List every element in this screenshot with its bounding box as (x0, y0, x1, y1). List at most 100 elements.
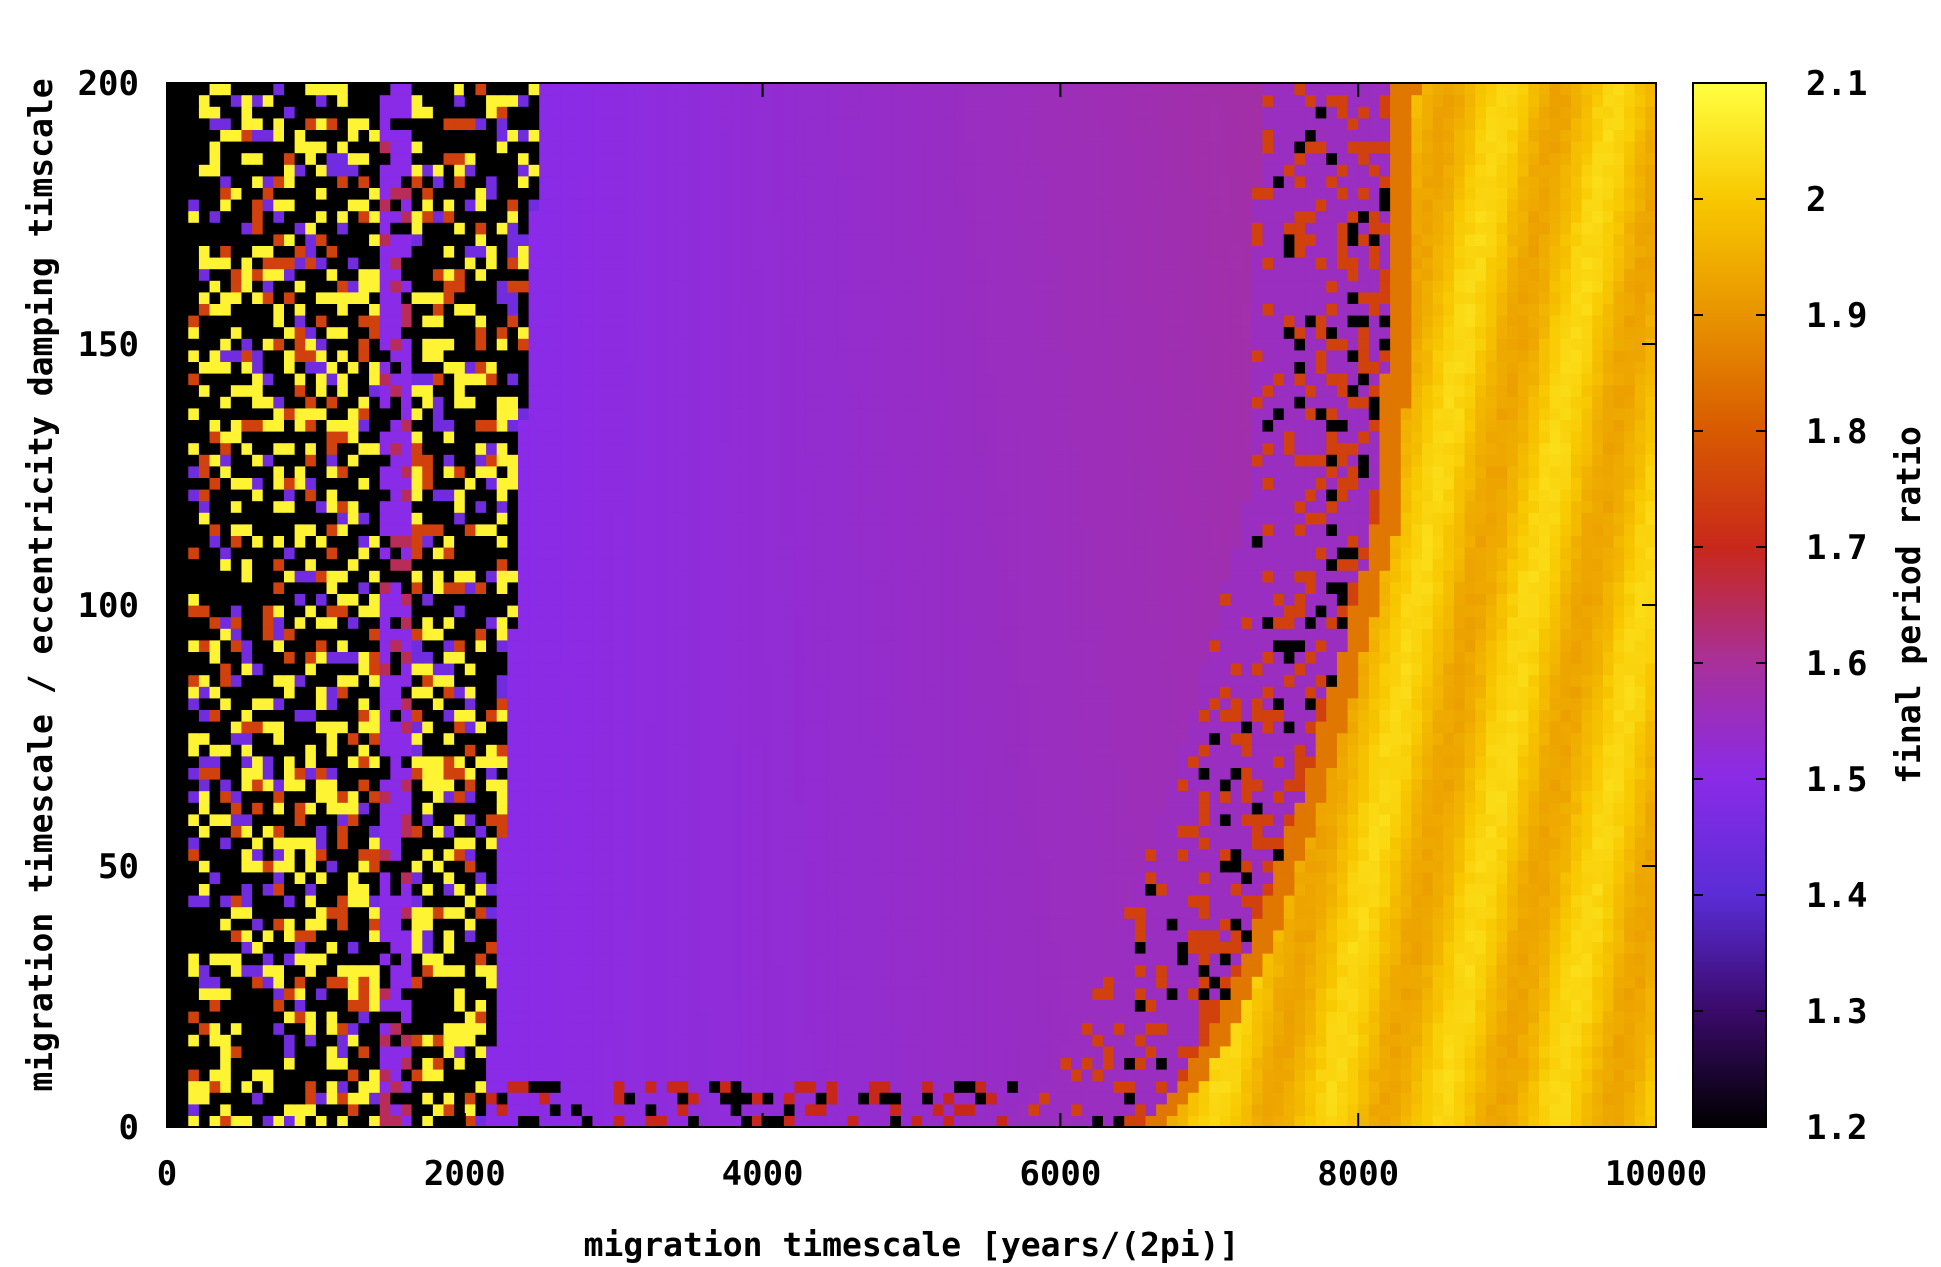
heatmap-cell (1241, 779, 1253, 792)
heatmap-cell (1347, 929, 1359, 942)
heatmap-cell (358, 953, 370, 966)
heatmap-cell (528, 1022, 540, 1035)
heatmap-cell (985, 964, 998, 977)
heatmap-cell (996, 1080, 1008, 1093)
heatmap-cell (1177, 1022, 1189, 1035)
heatmap-cell (1475, 976, 1487, 989)
heatmap-cell (826, 721, 838, 734)
heatmap-cell (794, 999, 806, 1012)
heatmap-cell (1102, 1045, 1115, 1058)
heatmap-cell (1315, 999, 1327, 1012)
heatmap-cell (1071, 1011, 1083, 1024)
heatmap-cell (932, 709, 945, 722)
heatmap-cell (900, 1103, 913, 1116)
heatmap-cell (486, 825, 498, 838)
heatmap-cell (1528, 825, 1540, 838)
heatmap-cell (954, 895, 966, 908)
heatmap-cell (1496, 871, 1508, 884)
heatmap-cell (1624, 813, 1636, 826)
heatmap-cell (975, 895, 987, 908)
heatmap-cell (1283, 732, 1295, 745)
heatmap-cell (932, 895, 945, 908)
heatmap-cell (326, 871, 338, 884)
heatmap-cell (1517, 837, 1529, 850)
heatmap-cell (496, 895, 508, 908)
heatmap-cell (1507, 918, 1519, 931)
heatmap-cell (1443, 779, 1455, 792)
heatmap-cell (581, 1045, 594, 1058)
heatmap-cell (1113, 964, 1125, 977)
heatmap-cell (1507, 755, 1519, 768)
heatmap-cell (677, 976, 689, 989)
heatmap-cell (1390, 744, 1402, 757)
heatmap-cell (1145, 860, 1157, 873)
heatmap-cell (581, 732, 594, 745)
heatmap-cell (443, 744, 455, 757)
heatmap-cell (858, 755, 870, 768)
heatmap-cell (1124, 895, 1136, 908)
heatmap-cell (592, 871, 604, 884)
heatmap-cell (890, 779, 902, 792)
heatmap-cell (837, 755, 849, 768)
heatmap-cell (1379, 929, 1391, 942)
heatmap-cell (1539, 1057, 1551, 1070)
heatmap-cell (890, 860, 902, 873)
heatmap-cell (954, 779, 966, 792)
heatmap-cell (188, 813, 200, 826)
heatmap-cell (890, 744, 902, 757)
heatmap-cell (1336, 1103, 1349, 1116)
heatmap-cell (369, 918, 381, 931)
heatmap-cell (592, 895, 604, 908)
heatmap-cell (1496, 732, 1508, 745)
heatmap-cell (1368, 883, 1381, 896)
heatmap-cell (400, 953, 413, 966)
heatmap-cell (1017, 1080, 1030, 1093)
heatmap-cell (603, 999, 615, 1012)
heatmap-cell (1156, 1080, 1168, 1093)
heatmap-cell (1124, 709, 1136, 722)
heatmap-cell (517, 883, 530, 896)
heatmap-cell (1219, 779, 1232, 792)
heatmap-cell (454, 906, 466, 919)
heatmap-cell (347, 1045, 360, 1058)
heatmap-cell (283, 860, 296, 873)
heatmap-cell (1315, 1069, 1327, 1082)
heatmap-cell (411, 871, 423, 884)
heatmap-cell (709, 779, 721, 792)
heatmap-cell (1400, 1115, 1412, 1127)
heatmap-cell (1315, 744, 1327, 757)
heatmap-cell (379, 813, 391, 826)
heatmap-cell (1613, 1092, 1625, 1105)
heatmap-cell (1145, 918, 1157, 931)
heatmap-cell (1156, 860, 1168, 873)
heatmap-cell (400, 1011, 413, 1024)
heatmap-cell (252, 709, 264, 722)
heatmap-cell (347, 987, 360, 1000)
heatmap-cell (1613, 825, 1625, 838)
heatmap-cell (1517, 790, 1529, 803)
heatmap-cell (432, 1034, 445, 1047)
heatmap-cell (603, 1103, 615, 1116)
heatmap-cell (198, 964, 211, 977)
heatmap-cell (1358, 837, 1370, 850)
heatmap-cell (1273, 1034, 1285, 1047)
heatmap-cell (464, 837, 477, 850)
heatmap-cell (837, 825, 849, 838)
heatmap-cell (1358, 987, 1370, 1000)
heatmap-cell (230, 999, 243, 1012)
heatmap-cell (975, 732, 987, 745)
heatmap-cell (560, 1103, 572, 1116)
heatmap-cell (1432, 837, 1444, 850)
heatmap-cell (475, 1103, 487, 1116)
heatmap-cell (581, 1103, 594, 1116)
heatmap-cell (252, 721, 264, 734)
heatmap-cell (1102, 953, 1115, 966)
heatmap-cell (167, 1069, 179, 1082)
heatmap-cell (1209, 802, 1221, 815)
heatmap-cell (1379, 721, 1391, 734)
heatmap-cell (283, 779, 296, 792)
heatmap-cell (241, 1022, 253, 1035)
heatmap-cell (369, 790, 381, 803)
heatmap-cell (326, 767, 338, 780)
heatmap-cell (1528, 744, 1540, 757)
